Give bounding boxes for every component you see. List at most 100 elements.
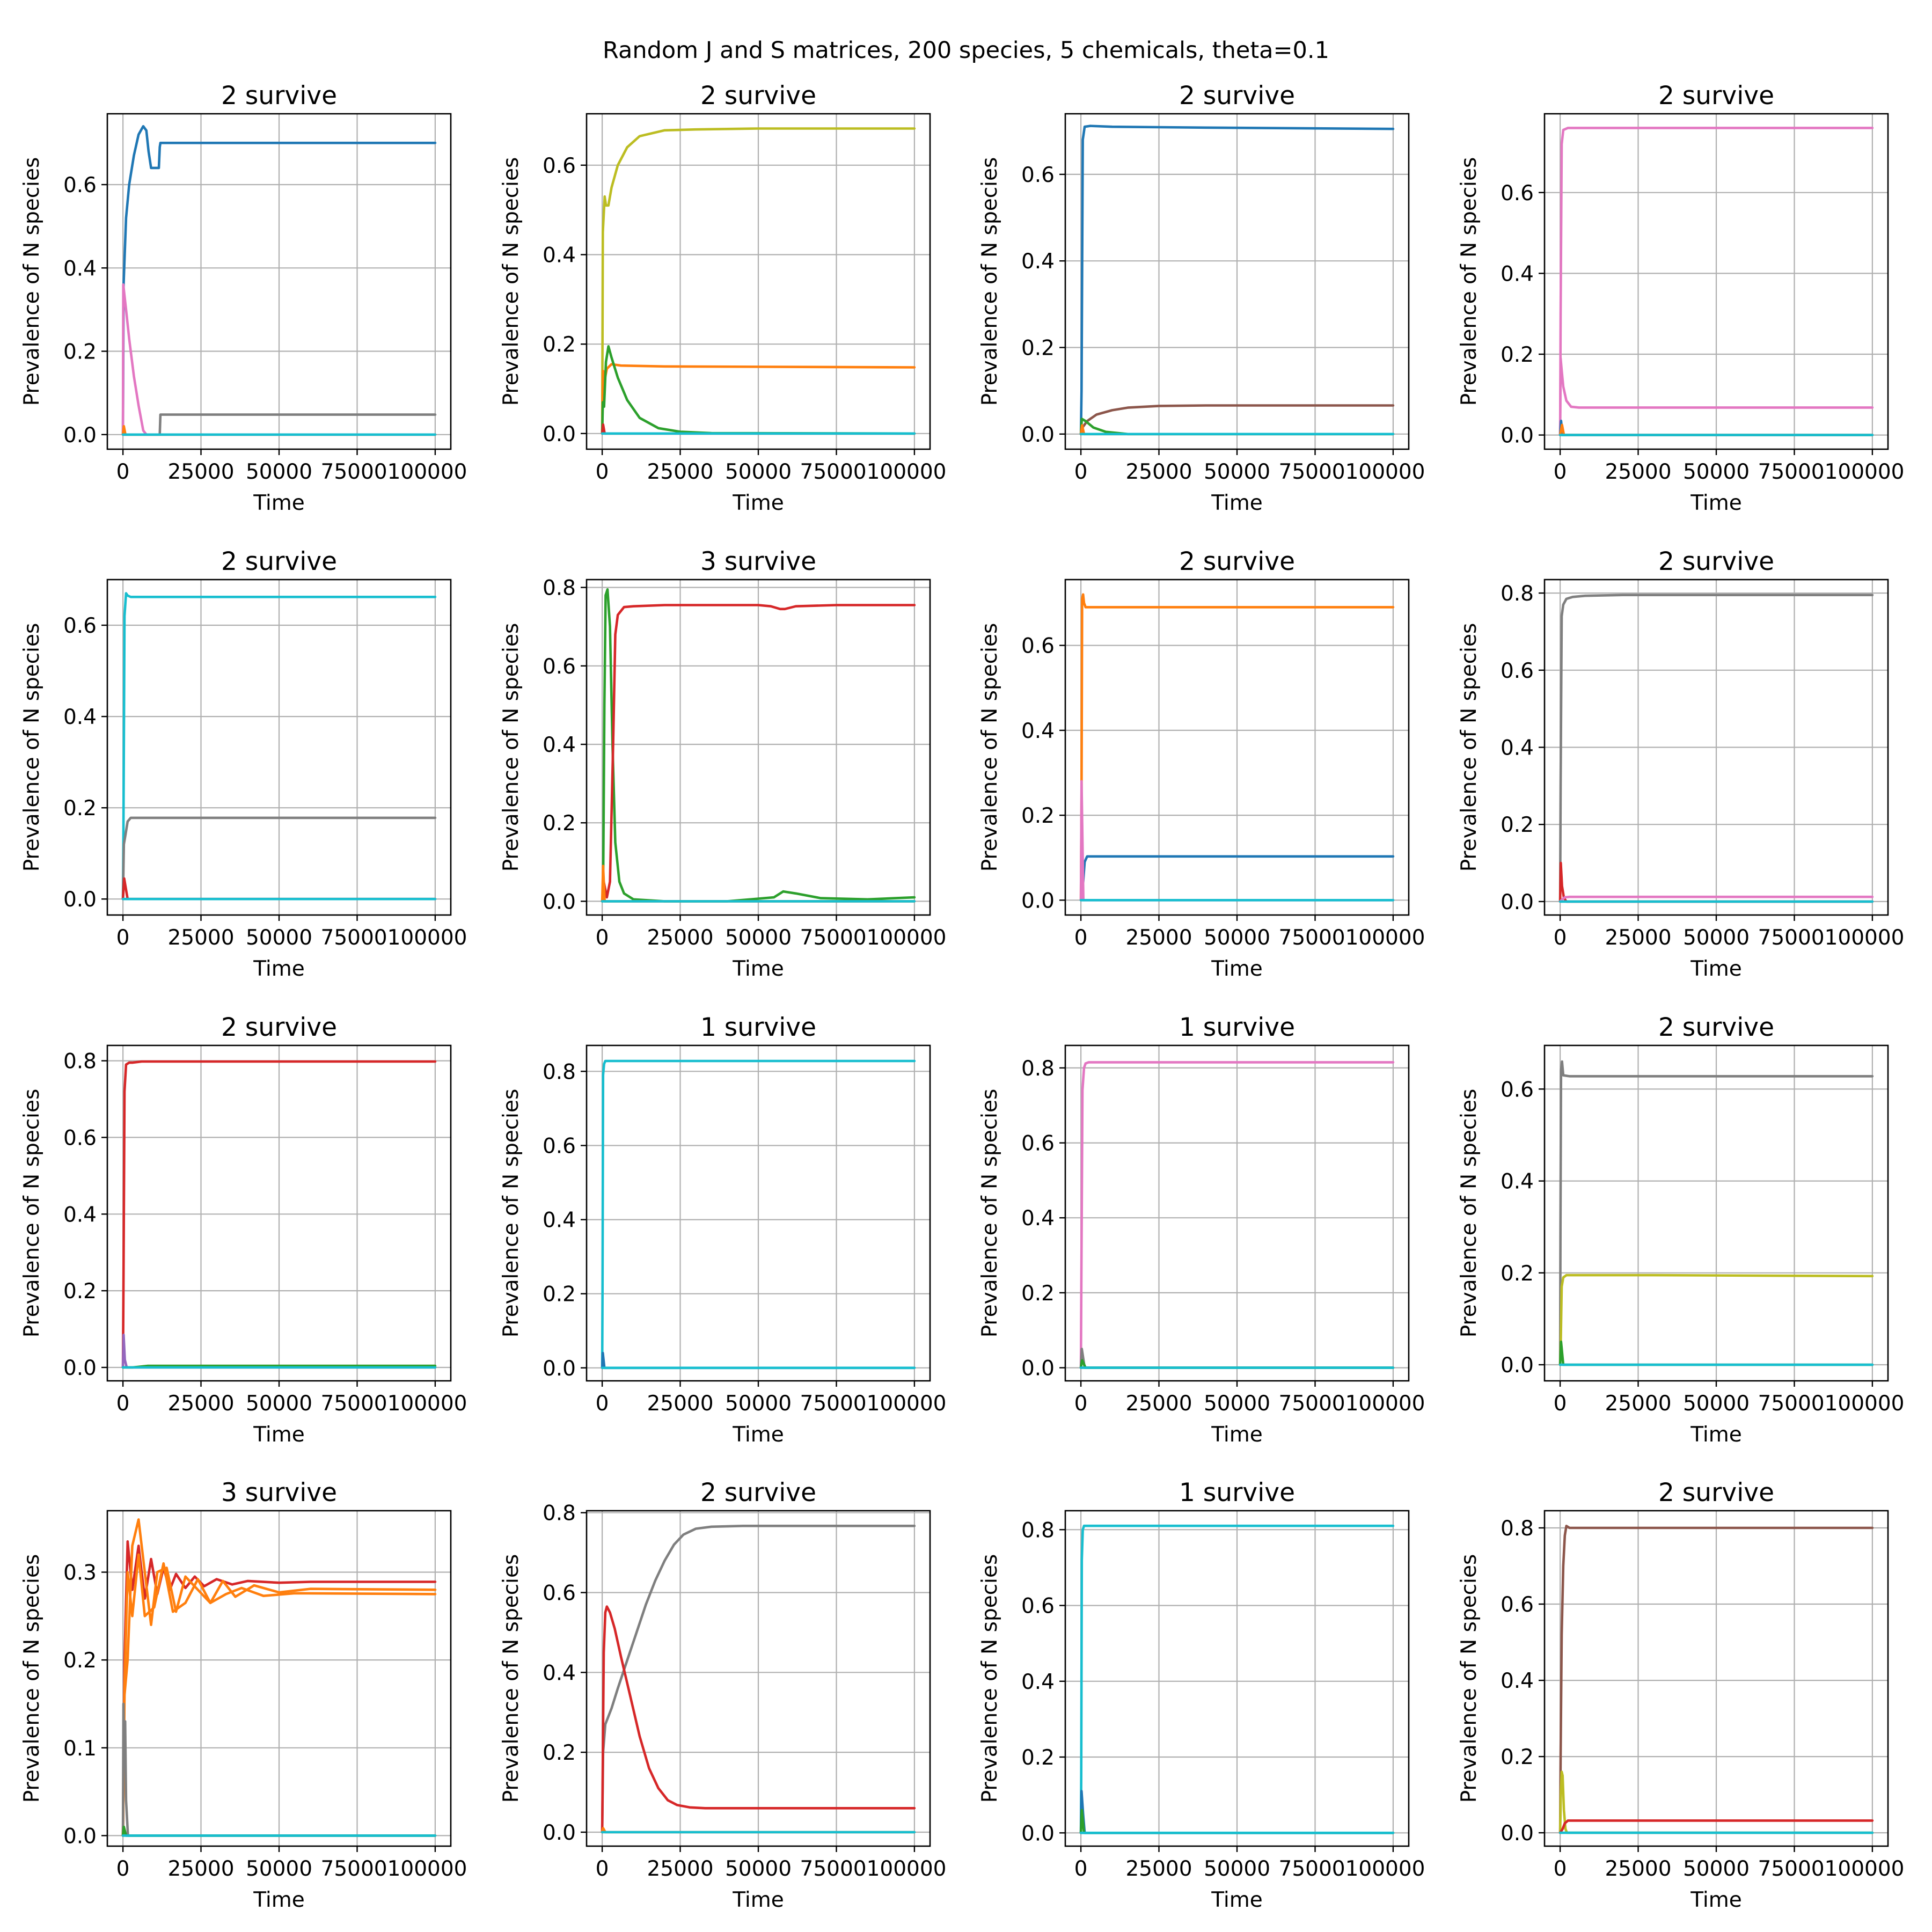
x-tick-label: 50000 <box>1683 1857 1750 1881</box>
subplot-grid: 0 25000 50000 75000100000 0.0 0.2 0.4 0.6 2 surv… <box>20 81 1904 1912</box>
y-tick-label: 0.0 <box>63 1824 97 1848</box>
x-tick-label: 50000 <box>1683 1392 1750 1416</box>
y-tick-label: 0.4 <box>1021 1670 1055 1694</box>
x-tick-label: 50000 <box>1204 926 1270 950</box>
y-tick-label: 0.0 <box>63 423 97 448</box>
x-tick-label: 75000100000 <box>321 460 467 484</box>
y-tick-label: 0.6 <box>1021 163 1055 187</box>
y-axis-label: Prevalence of N species <box>499 623 523 872</box>
y-tick-label: 0.2 <box>1501 1262 1534 1286</box>
x-tick-label: 25000 <box>1125 926 1192 950</box>
x-tick-label: 25000 <box>167 1392 234 1416</box>
x-axis-label: Time <box>253 957 304 981</box>
y-tick-label: 0.2 <box>543 1283 576 1307</box>
y-tick-label: 0.8 <box>543 1060 576 1084</box>
y-tick-label: 0.2 <box>1021 336 1055 361</box>
y-tick-label: 0.2 <box>543 333 576 357</box>
x-tick-label: 50000 <box>1683 460 1750 484</box>
y-tick-label: 0.4 <box>1021 1206 1055 1231</box>
subplot-14: 0 25000 50000 75000100000 0.0 0.2 0.4 0.6 0.8 2 s… <box>499 1478 946 1912</box>
y-tick-label: 0.6 <box>63 614 97 638</box>
subplot-8: 0 25000 50000 75000100000 0.0 0.2 0.4 0.6 0.8 2 s… <box>1457 547 1904 981</box>
x-tick-label: 0 <box>1554 1857 1567 1881</box>
y-tick-label: 0.2 <box>543 811 576 836</box>
x-tick-label: 25000 <box>647 460 713 484</box>
x-tick-label: 50000 <box>246 1857 312 1881</box>
x-tick-label: 25000 <box>647 1857 713 1881</box>
x-tick-label: 0 <box>116 1857 130 1881</box>
y-tick-label: 0.0 <box>1021 423 1055 447</box>
y-tick-label: 0.6 <box>1501 659 1534 683</box>
y-tick-label: 0.4 <box>543 244 576 268</box>
x-axis-label: Time <box>1690 957 1741 981</box>
y-axis-label: Prevalence of N species <box>20 157 44 406</box>
y-tick-label: 0.0 <box>1021 889 1055 913</box>
subplot-6: 0 25000 50000 75000100000 0.0 0.2 0.4 0.6 0.8 3 s… <box>499 547 946 981</box>
subplot-title: 2 survive <box>700 81 816 111</box>
y-tick-label: 0.4 <box>1021 250 1055 274</box>
series-line <box>601 345 916 435</box>
x-tick-label: 75000100000 <box>1279 926 1425 950</box>
y-axis-label: Prevalence of N species <box>978 1554 1002 1803</box>
y-tick-label: 0.6 <box>543 1135 576 1159</box>
x-tick-label: 50000 <box>725 1857 792 1881</box>
subplot-7: 0 25000 50000 75000100000 0.0 0.2 0.4 0.6 2 surv… <box>978 547 1425 981</box>
y-tick-label: 0.2 <box>1021 804 1055 828</box>
y-axis-label: Prevalence of N species <box>20 1089 44 1338</box>
subplot-11: 0 25000 50000 75000100000 0.0 0.2 0.4 0.6 0.8 1 s… <box>978 1013 1425 1447</box>
y-tick-label: 0.3 <box>63 1561 97 1585</box>
subplot-title: 2 survive <box>1179 547 1295 576</box>
y-tick-label: 0.0 <box>63 1356 97 1380</box>
y-tick-label: 0.6 <box>1501 1593 1534 1617</box>
x-tick-label: 25000 <box>1605 460 1671 484</box>
x-tick-label: 75000100000 <box>1279 1392 1425 1416</box>
series-line <box>121 283 437 436</box>
x-tick-label: 50000 <box>246 926 312 950</box>
subplot-title: 2 survive <box>221 547 337 576</box>
series-line <box>601 127 916 435</box>
x-axis-label: Time <box>1211 1423 1262 1447</box>
x-tick-label: 75000100000 <box>800 1857 947 1881</box>
series-line <box>1558 127 1874 436</box>
x-tick-label: 50000 <box>1204 1857 1270 1881</box>
y-axis-label: Prevalence of N species <box>499 157 523 406</box>
subplot-title: 2 survive <box>1179 81 1295 111</box>
y-tick-label: 0.4 <box>63 257 97 281</box>
x-axis-label: Time <box>732 1423 784 1447</box>
x-tick-label: 75000100000 <box>1758 1392 1905 1416</box>
y-tick-label: 0.4 <box>1501 1170 1534 1194</box>
y-tick-label: 0.2 <box>1021 1746 1055 1770</box>
series-line <box>601 604 916 903</box>
figure-title: Random J and S matrices, 200 species, 5 … <box>603 37 1329 64</box>
x-tick-label: 75000100000 <box>321 1392 467 1416</box>
y-tick-label: 0.1 <box>63 1737 97 1761</box>
y-axis-label: Prevalence of N species <box>978 1089 1002 1338</box>
x-tick-label: 0 <box>116 1392 130 1416</box>
y-tick-label: 0.0 <box>1501 1353 1534 1378</box>
x-tick-label: 0 <box>1554 460 1567 484</box>
y-tick-label: 0.0 <box>543 1357 576 1381</box>
x-tick-label: 75000100000 <box>1758 926 1905 950</box>
x-tick-label: 0 <box>1554 1392 1567 1416</box>
x-tick-label: 0 <box>1074 460 1088 484</box>
series-line <box>121 592 437 901</box>
subplot-3: 0 25000 50000 75000100000 0.0 0.2 0.4 0.6 2 surv… <box>978 81 1425 515</box>
x-axis-label: Time <box>253 1423 304 1447</box>
x-axis-label: Time <box>1211 491 1262 515</box>
y-tick-label: 0.4 <box>63 705 97 729</box>
x-axis-label: Time <box>732 491 784 515</box>
series-line <box>1079 1061 1395 1369</box>
y-tick-label: 0.4 <box>1021 719 1055 743</box>
series-line <box>121 1553 437 1837</box>
x-tick-label: 0 <box>596 460 609 484</box>
x-tick-label: 50000 <box>246 460 312 484</box>
y-tick-label: 0.0 <box>543 1821 576 1845</box>
subplot-title: 2 survive <box>1658 1478 1774 1507</box>
y-tick-label: 0.2 <box>63 1279 97 1304</box>
x-tick-label: 25000 <box>167 1857 234 1881</box>
y-axis-label: Prevalence of N species <box>978 623 1002 872</box>
y-tick-label: 0.8 <box>1501 1517 1534 1541</box>
series-line <box>1079 593 1395 902</box>
x-tick-label: 25000 <box>1605 926 1671 950</box>
